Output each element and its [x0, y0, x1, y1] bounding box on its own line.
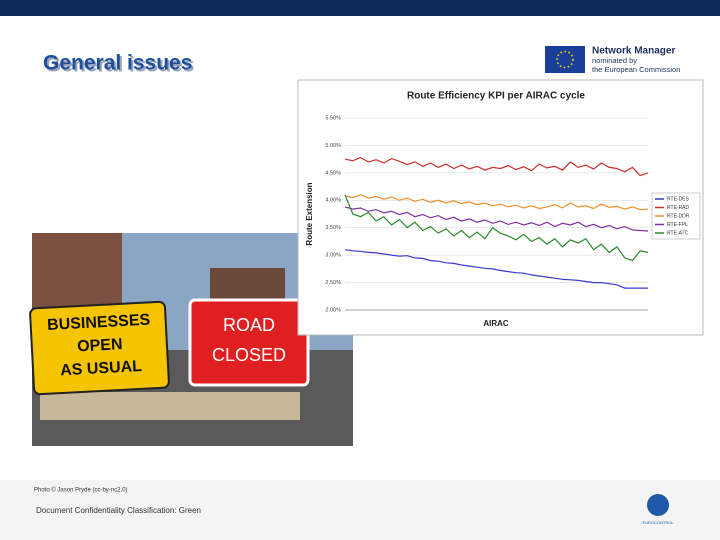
legend-label: RTE-DES [667, 196, 690, 202]
logo-line: nominated by [592, 56, 637, 65]
eu-stars [556, 50, 574, 69]
photo-credit: Photo © Jason Pryde (cc-by-nc2.0) [34, 487, 127, 494]
y-tick-label: 3.50% [325, 225, 341, 231]
legend-label: RTE-RAD [667, 205, 690, 211]
plot: 2.00% 2.50% 3.00% 3.50% 4.00% 4.50% 5.00% 5.50%… [325, 115, 689, 313]
brand-text: EUROCONTROL [642, 520, 674, 525]
title: General issues [43, 52, 192, 75]
chart-title: Route Efficiency KPI per AIRAC cycle [407, 91, 585, 102]
brand-logo [647, 494, 669, 516]
sign-text: CLOSED [212, 345, 286, 365]
footer-band [0, 480, 720, 540]
top-bar [0, 0, 720, 16]
legend-label: RTE-DDR [667, 213, 690, 219]
series-line [344, 156, 649, 177]
legend-label: RTE-FPL [667, 222, 688, 228]
sign-yellow [29, 300, 170, 396]
logo-line: the European Commission [592, 65, 680, 74]
x-axis-label: AIRAC [483, 319, 509, 328]
footer-text: Document Confidentiality Classification:… [36, 506, 201, 515]
y-tick-label: 5.50% [325, 115, 341, 121]
y-tick-label: 2.00% [325, 307, 341, 313]
y-tick-label: 5.00% [325, 143, 341, 149]
y-tick-label: 4.50% [325, 170, 341, 176]
series-line [344, 206, 649, 232]
series-line [344, 194, 649, 262]
sign-text: OPEN [77, 336, 123, 355]
sign-text: ROAD [223, 315, 275, 335]
series-line [344, 249, 648, 289]
series-line [344, 194, 649, 211]
logo-line: Network Manager [592, 46, 675, 57]
eu-flag [545, 46, 585, 73]
y-tick-label: 2.50% [325, 280, 341, 286]
sign-text: AS USUAL [60, 358, 143, 379]
legend-label: RTE-ATC [667, 230, 689, 236]
title-shadow: General issues [45, 54, 194, 77]
sign-text: BUSINESSES [47, 312, 151, 334]
sign-red [188, 298, 310, 387]
y-tick-label: 4.00% [325, 198, 341, 204]
photo-sandbags [40, 392, 300, 420]
y-axis-label: Route Extension [305, 182, 314, 245]
y-tick-label: 3.00% [325, 253, 341, 259]
